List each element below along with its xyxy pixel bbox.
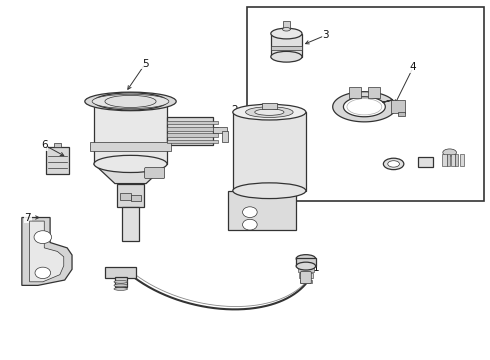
Bar bbox=[298, 265, 314, 272]
Ellipse shape bbox=[233, 104, 306, 120]
Bar bbox=[167, 127, 218, 131]
Bar bbox=[117, 184, 144, 207]
Bar bbox=[456, 154, 459, 166]
Bar bbox=[122, 207, 139, 241]
Text: 6: 6 bbox=[41, 140, 48, 150]
Ellipse shape bbox=[94, 156, 167, 172]
Bar bbox=[271, 33, 302, 57]
Bar bbox=[46, 147, 69, 174]
Ellipse shape bbox=[255, 109, 284, 115]
Text: 2: 2 bbox=[231, 105, 238, 115]
Bar bbox=[105, 267, 136, 278]
Bar bbox=[451, 154, 456, 166]
Bar bbox=[460, 154, 464, 166]
Polygon shape bbox=[22, 217, 72, 285]
Ellipse shape bbox=[388, 161, 399, 167]
Ellipse shape bbox=[296, 262, 316, 270]
Bar bbox=[94, 102, 167, 164]
Bar bbox=[271, 46, 302, 50]
Text: 4: 4 bbox=[410, 63, 416, 72]
Ellipse shape bbox=[383, 158, 404, 170]
Bar bbox=[167, 140, 218, 143]
Circle shape bbox=[243, 219, 257, 230]
Ellipse shape bbox=[114, 280, 127, 283]
Polygon shape bbox=[333, 92, 396, 122]
FancyBboxPatch shape bbox=[145, 167, 165, 179]
Ellipse shape bbox=[271, 28, 302, 39]
Bar bbox=[300, 280, 312, 283]
Polygon shape bbox=[30, 221, 64, 282]
Bar bbox=[167, 117, 213, 145]
Bar bbox=[233, 112, 306, 191]
Bar bbox=[53, 143, 61, 147]
Polygon shape bbox=[228, 191, 296, 230]
Bar bbox=[296, 258, 316, 266]
Bar bbox=[90, 142, 171, 152]
Ellipse shape bbox=[94, 93, 167, 110]
Text: 3: 3 bbox=[322, 30, 329, 40]
Ellipse shape bbox=[105, 95, 156, 108]
Bar bbox=[167, 133, 218, 137]
Bar bbox=[167, 121, 218, 124]
Bar bbox=[299, 273, 313, 278]
Circle shape bbox=[35, 267, 50, 279]
Polygon shape bbox=[94, 164, 167, 184]
Bar bbox=[130, 195, 141, 202]
Bar bbox=[213, 127, 227, 132]
Circle shape bbox=[243, 207, 257, 217]
Circle shape bbox=[34, 231, 51, 244]
Ellipse shape bbox=[296, 255, 316, 262]
Bar bbox=[115, 277, 126, 287]
Bar bbox=[447, 154, 450, 166]
Ellipse shape bbox=[443, 149, 457, 156]
Ellipse shape bbox=[114, 288, 127, 291]
Bar bbox=[349, 87, 361, 98]
Text: 1: 1 bbox=[312, 262, 319, 273]
Ellipse shape bbox=[114, 284, 127, 287]
Text: 5: 5 bbox=[142, 59, 148, 69]
Ellipse shape bbox=[85, 92, 176, 111]
Bar bbox=[262, 103, 277, 109]
Ellipse shape bbox=[245, 107, 293, 117]
Bar bbox=[247, 7, 484, 202]
Bar bbox=[398, 112, 405, 116]
Bar bbox=[120, 193, 130, 200]
Ellipse shape bbox=[271, 51, 302, 62]
Text: 7: 7 bbox=[24, 212, 31, 222]
Ellipse shape bbox=[92, 94, 169, 109]
Ellipse shape bbox=[283, 27, 290, 31]
FancyBboxPatch shape bbox=[300, 271, 311, 284]
Bar bbox=[418, 157, 433, 167]
Bar bbox=[442, 154, 447, 166]
Bar bbox=[368, 87, 380, 98]
Bar bbox=[222, 131, 228, 142]
Ellipse shape bbox=[233, 183, 306, 199]
Bar bbox=[283, 21, 290, 29]
Bar bbox=[391, 100, 405, 113]
